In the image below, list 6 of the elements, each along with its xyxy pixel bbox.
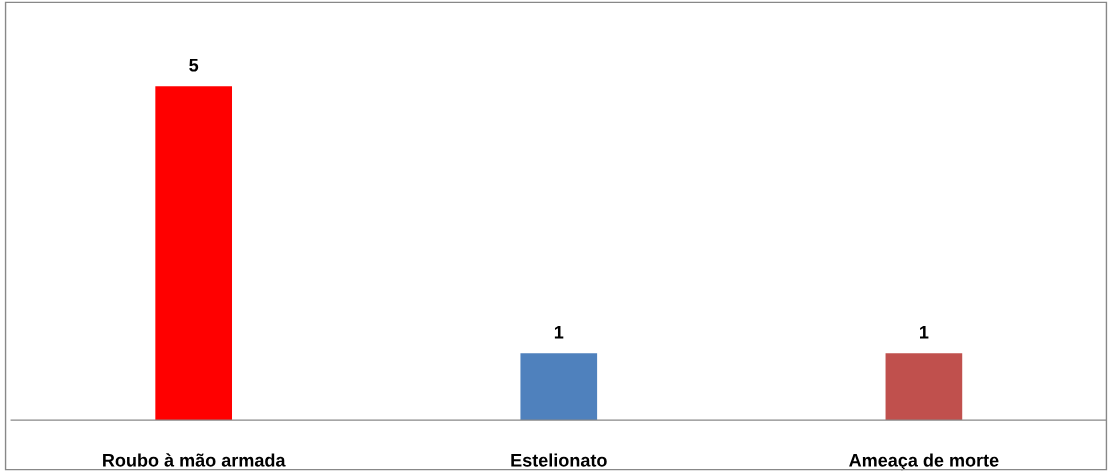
data-label: 1 [920, 326, 929, 339]
x-tick-label: Roubo à mão armada [103, 453, 286, 467]
x-tick-label: Estelionato [511, 453, 607, 467]
data-label: 5 [189, 58, 199, 72]
data-label: 1 [554, 326, 564, 339]
x-tick-label: Ameaça de morte [849, 453, 999, 471]
